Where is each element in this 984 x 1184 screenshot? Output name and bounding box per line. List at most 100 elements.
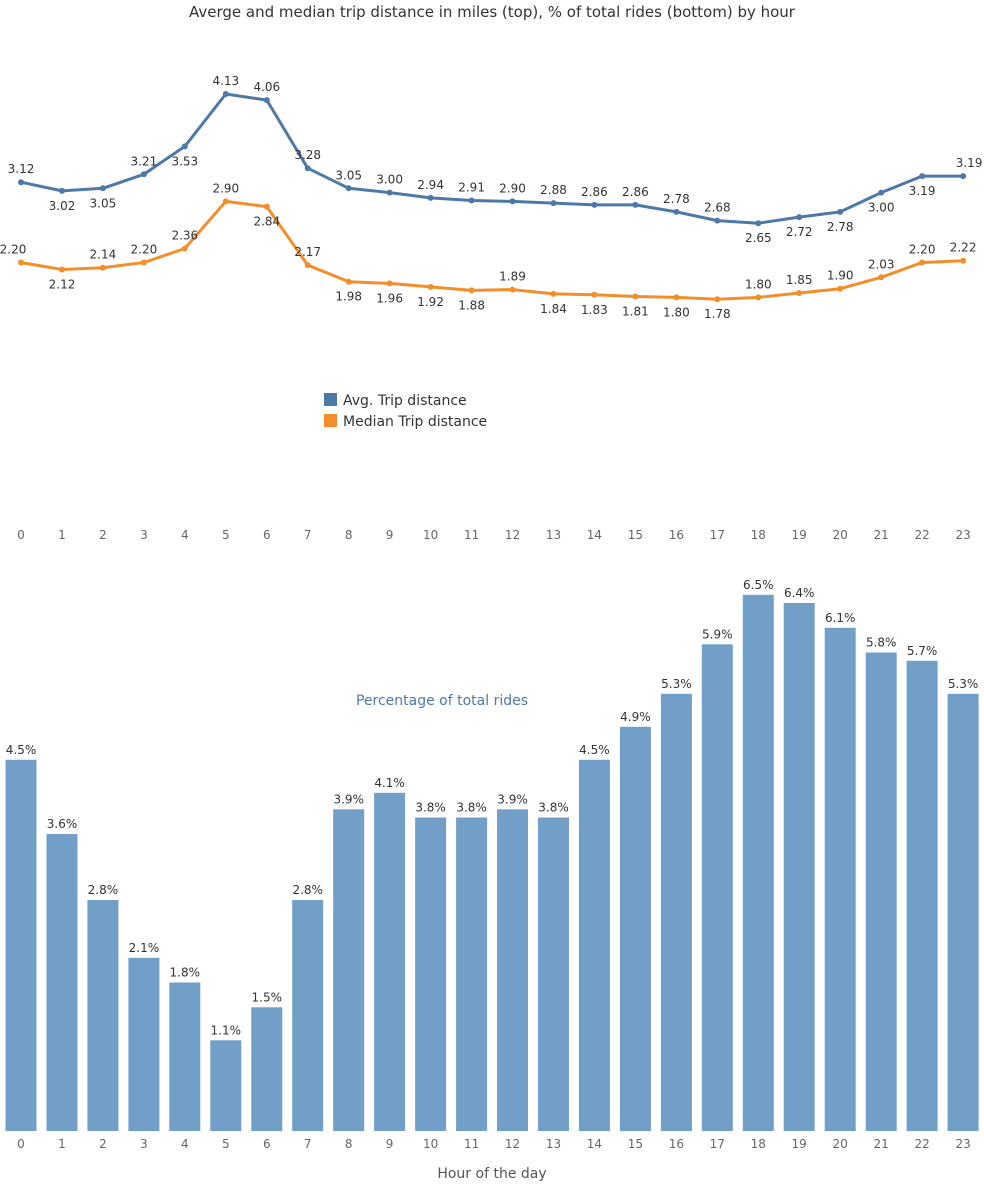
- data-label-avg-15: 2.86: [622, 185, 649, 199]
- bottom-tick-label-11: 11: [464, 1137, 479, 1151]
- data-label-avg-14: 2.86: [581, 185, 608, 199]
- data-label-avg-20: 2.78: [827, 220, 854, 234]
- data-label-median-3: 2.20: [131, 243, 158, 257]
- point-avg-4: [181, 143, 188, 150]
- data-label-avg-12: 2.90: [499, 181, 526, 195]
- bottom-tick-label-16: 16: [669, 1137, 684, 1151]
- legend-swatch-median: [324, 414, 337, 427]
- bar-label-11: 3.8%: [456, 801, 487, 815]
- bar-21: [865, 652, 897, 1131]
- bottom-tick-label-3: 3: [140, 1137, 148, 1151]
- data-label-avg-21: 3.00: [868, 201, 895, 215]
- point-avg-12: [509, 198, 516, 205]
- bar-label-5: 1.1%: [211, 1023, 242, 1037]
- top-tick-label-6: 6: [263, 528, 271, 542]
- point-median-0: [18, 259, 24, 266]
- point-median-8: [345, 278, 352, 285]
- bar-4: [169, 982, 201, 1131]
- data-label-median-1: 2.12: [49, 278, 76, 292]
- series-median: 2.20 2.12 2.14 2.20 2.36 2.90 2.84 2.17 1.98 1.96…: [0, 181, 976, 321]
- bar-chart: 4.5% 3.6% 2.8% 2.1% 1.8% 1.1% 1.5% 2.8% 3.9% 4.1%…: [5, 578, 979, 1132]
- bar-18: [742, 594, 774, 1132]
- bottom-tick-label-9: 9: [386, 1137, 394, 1151]
- legend-swatch-avg: [324, 393, 337, 406]
- point-median-11: [468, 287, 475, 294]
- bottom-tick-label-19: 19: [792, 1137, 807, 1151]
- legend-label-avg: Avg. Trip distance: [343, 393, 467, 409]
- bar-label-6: 1.5%: [252, 990, 283, 1004]
- point-avg-2: [99, 185, 106, 192]
- point-median-4: [181, 245, 188, 252]
- point-avg-23: [960, 173, 967, 180]
- point-avg-9: [386, 189, 393, 196]
- bar-label-12: 3.9%: [497, 792, 528, 806]
- bar-8: [333, 809, 365, 1132]
- point-median-21: [878, 274, 885, 281]
- bar-chart-title: Percentage of total rides: [356, 693, 528, 709]
- data-label-avg-23: 3.19: [956, 156, 983, 170]
- point-median-10: [427, 283, 434, 290]
- point-median-16: [673, 294, 680, 301]
- bottom-tick-label-8: 8: [345, 1137, 353, 1151]
- top-tick-label-14: 14: [587, 528, 602, 542]
- bar-label-15: 4.9%: [620, 710, 651, 724]
- top-tick-label-16: 16: [669, 528, 684, 542]
- data-label-avg-13: 2.88: [540, 183, 567, 197]
- point-avg-18: [755, 220, 762, 227]
- point-avg-14: [591, 201, 598, 208]
- bar-label-0: 4.5%: [6, 743, 37, 757]
- series-avg: 3.12 3.02 3.05 3.21 3.53 4.13 4.06 3.28 3.05 3.00…: [8, 74, 983, 245]
- data-label-avg-16: 2.78: [663, 192, 690, 206]
- bar-6: [251, 1007, 283, 1132]
- bottom-tick-label-15: 15: [628, 1137, 643, 1151]
- bar-15: [619, 726, 651, 1132]
- top-tick-label-23: 23: [955, 528, 970, 542]
- point-median-23: [960, 257, 967, 264]
- bar-1: [46, 834, 78, 1131]
- bottom-tick-label-10: 10: [423, 1137, 438, 1151]
- data-label-avg-5: 4.13: [212, 74, 239, 88]
- data-label-median-7: 2.17: [294, 245, 321, 259]
- bar-12: [497, 809, 528, 1132]
- point-median-9: [386, 280, 393, 287]
- top-tick-label-20: 20: [833, 528, 848, 542]
- point-median-22: [919, 259, 926, 266]
- top-tick-label-11: 11: [464, 528, 479, 542]
- point-avg-22: [919, 173, 926, 180]
- point-avg-0: [18, 179, 24, 186]
- bar-label-1: 3.6%: [47, 817, 78, 831]
- line-chart: 3.12 3.02 3.05 3.21 3.53 4.13 4.06 3.28 3.05 3.00…: [0, 74, 982, 321]
- bar-label-4: 1.8%: [170, 966, 201, 980]
- bottom-tick-label-12: 12: [505, 1137, 520, 1151]
- legend-label-median: Median Trip distance: [343, 414, 487, 430]
- bar-22: [906, 660, 938, 1132]
- series-line-median: [19, 199, 965, 301]
- data-label-median-15: 1.81: [622, 305, 649, 319]
- top-tick-label-5: 5: [222, 528, 230, 542]
- point-avg-13: [550, 200, 557, 207]
- bar-20: [824, 627, 856, 1131]
- bottom-tick-label-21: 21: [874, 1137, 889, 1151]
- data-label-avg-10: 2.94: [417, 178, 444, 192]
- data-label-median-18: 1.80: [745, 277, 772, 291]
- bottom-tick-label-18: 18: [751, 1137, 766, 1151]
- bar-14: [578, 759, 610, 1132]
- bar-16: [660, 693, 692, 1132]
- bar-label-21: 5.8%: [866, 636, 897, 650]
- data-label-avg-17: 2.68: [704, 201, 731, 215]
- point-median-7: [304, 262, 311, 269]
- bottom-x-axis-ticks: 0 1 2 3 4 5 6 7 8 9 10 11 12 13 14 15 16 17 18 19 20 21 22 23: [17, 1137, 971, 1151]
- top-tick-label-22: 22: [914, 528, 929, 542]
- data-label-avg-4: 3.53: [171, 154, 198, 168]
- data-label-avg-1: 3.02: [49, 199, 76, 213]
- data-label-median-10: 1.92: [417, 295, 444, 309]
- bottom-tick-label-22: 22: [914, 1137, 929, 1151]
- point-median-2: [99, 264, 106, 271]
- top-tick-label-18: 18: [751, 528, 766, 542]
- point-avg-6: [263, 97, 270, 104]
- data-label-median-11: 1.88: [458, 298, 485, 312]
- point-avg-10: [427, 194, 434, 201]
- point-median-3: [140, 259, 147, 266]
- point-avg-11: [468, 197, 475, 204]
